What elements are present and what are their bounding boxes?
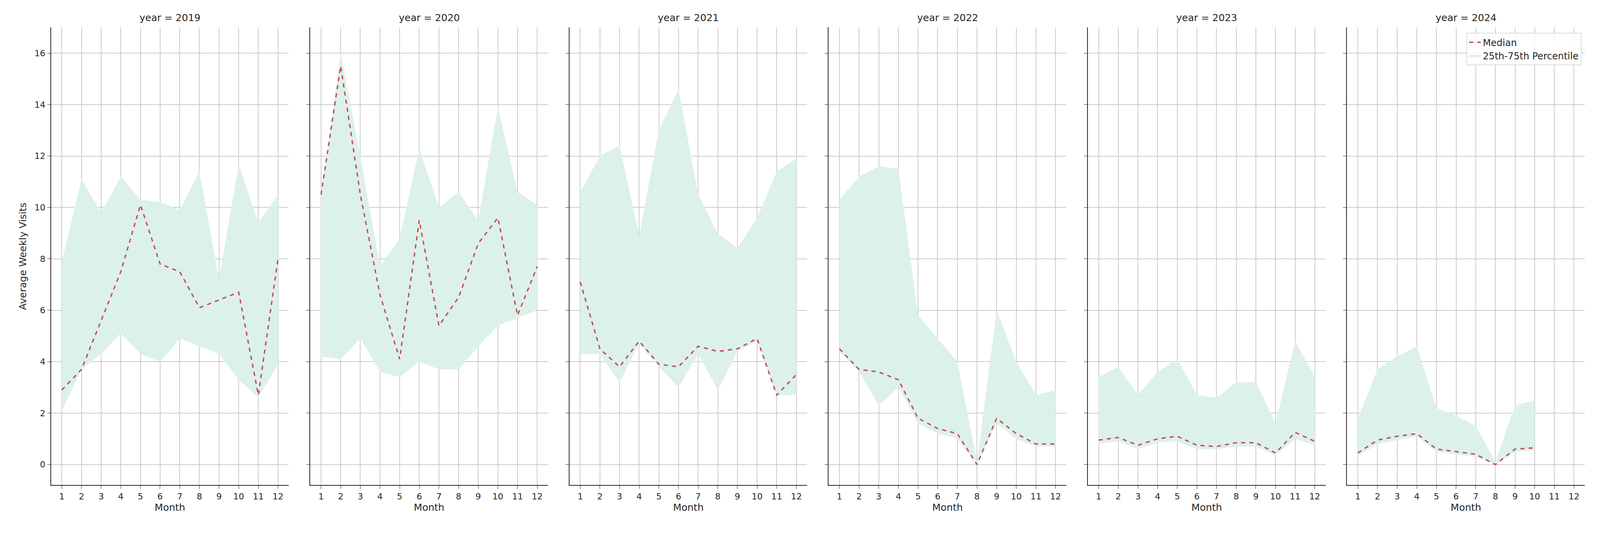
svg-text:6: 6 bbox=[1194, 491, 1200, 502]
svg-text:1: 1 bbox=[1355, 491, 1361, 502]
svg-text:5: 5 bbox=[1433, 491, 1440, 502]
svg-text:3: 3 bbox=[98, 491, 104, 502]
svg-text:7: 7 bbox=[1473, 491, 1479, 502]
svg-text:12: 12 bbox=[1568, 491, 1580, 502]
svg-text:9: 9 bbox=[1253, 491, 1259, 502]
svg-text:5: 5 bbox=[137, 491, 144, 502]
svg-text:5: 5 bbox=[656, 491, 662, 502]
svg-text:10: 10 bbox=[34, 202, 46, 213]
svg-text:4: 4 bbox=[1154, 491, 1161, 502]
svg-text:6: 6 bbox=[39, 305, 46, 316]
svg-text:year = 2019: year = 2019 bbox=[139, 12, 201, 24]
svg-text:Month: Month bbox=[1450, 501, 1482, 514]
svg-text:8: 8 bbox=[39, 254, 46, 265]
svg-text:2: 2 bbox=[1374, 491, 1381, 502]
svg-text:25th-75th Percentile: 25th-75th Percentile bbox=[1482, 50, 1579, 62]
svg-text:11: 11 bbox=[512, 491, 524, 502]
svg-text:Month: Month bbox=[1191, 501, 1222, 514]
svg-text:Month: Month bbox=[673, 501, 704, 514]
svg-text:2: 2 bbox=[597, 491, 603, 502]
svg-text:3: 3 bbox=[1394, 491, 1400, 502]
svg-text:14: 14 bbox=[34, 100, 46, 110]
svg-text:7: 7 bbox=[436, 491, 442, 502]
svg-text:7: 7 bbox=[1213, 491, 1220, 502]
svg-text:3: 3 bbox=[876, 491, 882, 502]
svg-text:11: 11 bbox=[1548, 491, 1560, 502]
svg-text:7: 7 bbox=[695, 491, 701, 502]
svg-text:year = 2023: year = 2023 bbox=[1176, 12, 1238, 24]
svg-text:Median: Median bbox=[1482, 37, 1517, 49]
svg-text:12: 12 bbox=[272, 491, 284, 502]
svg-text:8: 8 bbox=[196, 491, 202, 502]
svg-text:7: 7 bbox=[176, 491, 183, 502]
svg-text:9: 9 bbox=[475, 491, 481, 502]
svg-text:4: 4 bbox=[1414, 491, 1420, 502]
svg-text:11: 11 bbox=[252, 491, 264, 502]
svg-text:10: 10 bbox=[1010, 491, 1022, 502]
svg-text:6: 6 bbox=[157, 491, 163, 502]
svg-text:4: 4 bbox=[636, 491, 642, 502]
svg-text:1: 1 bbox=[836, 491, 843, 502]
svg-text:4: 4 bbox=[895, 491, 902, 502]
svg-text:6: 6 bbox=[1453, 491, 1459, 502]
svg-text:Month: Month bbox=[413, 501, 445, 514]
svg-text:year = 2021: year = 2021 bbox=[657, 12, 719, 24]
svg-text:10: 10 bbox=[492, 491, 504, 502]
svg-text:10: 10 bbox=[751, 491, 763, 502]
svg-text:12: 12 bbox=[34, 151, 46, 161]
svg-text:12: 12 bbox=[791, 491, 802, 502]
svg-text:6: 6 bbox=[675, 491, 682, 502]
svg-text:9: 9 bbox=[216, 491, 222, 502]
svg-text:8: 8 bbox=[455, 491, 462, 502]
svg-text:16: 16 bbox=[34, 48, 46, 59]
svg-text:2: 2 bbox=[1115, 491, 1122, 502]
svg-text:year = 2020: year = 2020 bbox=[398, 12, 460, 24]
svg-text:8: 8 bbox=[1233, 491, 1240, 502]
svg-text:12: 12 bbox=[1309, 491, 1321, 502]
svg-text:0: 0 bbox=[39, 459, 46, 470]
svg-text:year = 2022: year = 2022 bbox=[917, 12, 979, 24]
svg-text:10: 10 bbox=[1269, 491, 1281, 502]
svg-text:11: 11 bbox=[1289, 491, 1301, 502]
svg-text:8: 8 bbox=[974, 491, 980, 502]
svg-text:9: 9 bbox=[1512, 491, 1518, 502]
svg-text:12: 12 bbox=[531, 491, 543, 502]
svg-text:year = 2024: year = 2024 bbox=[1435, 12, 1497, 24]
svg-text:3: 3 bbox=[357, 491, 363, 502]
svg-text:4: 4 bbox=[377, 491, 383, 502]
svg-text:2: 2 bbox=[856, 491, 862, 502]
svg-text:1: 1 bbox=[58, 491, 65, 502]
svg-text:1: 1 bbox=[1096, 491, 1102, 502]
svg-text:5: 5 bbox=[1174, 491, 1181, 502]
svg-text:Month: Month bbox=[154, 501, 186, 514]
svg-text:1: 1 bbox=[318, 491, 324, 502]
svg-text:10: 10 bbox=[233, 491, 245, 502]
svg-text:1: 1 bbox=[577, 491, 583, 502]
svg-text:10: 10 bbox=[1529, 491, 1541, 502]
svg-text:Month: Month bbox=[932, 501, 963, 514]
svg-text:Average Weekly Visits: Average Weekly Visits bbox=[17, 202, 29, 311]
svg-text:7: 7 bbox=[954, 491, 961, 502]
svg-text:9: 9 bbox=[993, 491, 1000, 502]
svg-text:6: 6 bbox=[416, 491, 422, 502]
svg-text:8: 8 bbox=[1492, 491, 1499, 502]
svg-text:6: 6 bbox=[934, 491, 941, 502]
svg-text:4: 4 bbox=[117, 491, 124, 502]
svg-text:9: 9 bbox=[734, 491, 741, 502]
svg-text:11: 11 bbox=[1030, 491, 1042, 502]
svg-text:8: 8 bbox=[715, 491, 721, 502]
svg-text:5: 5 bbox=[915, 491, 921, 502]
svg-text:3: 3 bbox=[1135, 491, 1141, 502]
svg-text:3: 3 bbox=[616, 491, 623, 502]
svg-text:2: 2 bbox=[78, 491, 85, 502]
svg-text:5: 5 bbox=[396, 491, 403, 502]
svg-text:4: 4 bbox=[39, 357, 46, 367]
svg-text:2: 2 bbox=[337, 491, 344, 502]
svg-text:11: 11 bbox=[771, 491, 783, 502]
svg-text:12: 12 bbox=[1050, 491, 1061, 502]
svg-text:2: 2 bbox=[39, 408, 46, 419]
